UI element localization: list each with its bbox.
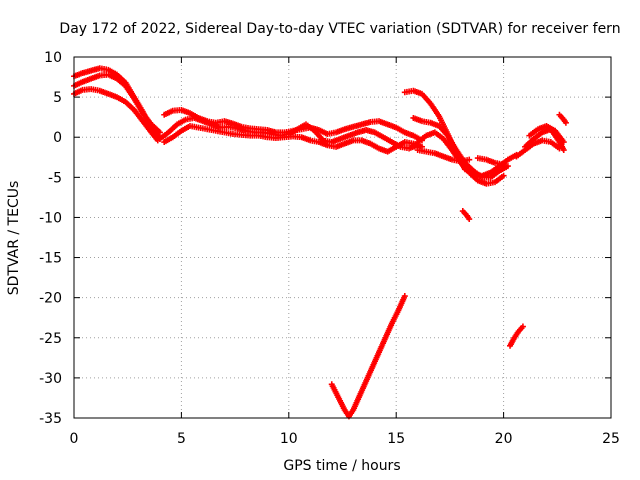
data-points	[71, 65, 569, 420]
y-axis-label: SDTVAR / TECUs	[6, 181, 22, 296]
series-track-m	[328, 293, 408, 420]
series-track-q	[513, 137, 563, 160]
series-track-j	[414, 147, 473, 165]
y-tick-label: -10	[39, 210, 62, 226]
data-point	[500, 172, 507, 179]
data-point	[500, 161, 507, 168]
y-tick-label: -25	[39, 331, 62, 347]
series-track-n	[507, 323, 526, 349]
x-tick-label: 10	[280, 431, 298, 447]
data-point	[156, 129, 163, 136]
series-track-p	[526, 122, 567, 146]
x-axis-ticks: 0 5 10 15 20 25	[70, 57, 620, 447]
y-tick-label: 5	[53, 90, 62, 106]
y-tick-label: 0	[53, 130, 62, 146]
data-point	[519, 323, 526, 330]
series-track-r	[556, 111, 569, 126]
data-point	[560, 147, 567, 154]
series-track-b	[71, 71, 163, 136]
y-tick-label: 10	[44, 50, 62, 66]
data-point	[466, 216, 473, 223]
data-point	[504, 163, 511, 170]
series-track-l	[459, 208, 473, 223]
series-track-f	[161, 122, 425, 155]
y-tick-label: -35	[39, 411, 62, 427]
y-axis-ticks: 10 5 0 -5 -10 -15 -20 -25 -30 -35	[39, 50, 611, 427]
x-tick-label: 5	[177, 431, 186, 447]
y-tick-label: -20	[39, 291, 62, 307]
data-point	[562, 119, 569, 126]
data-point	[556, 145, 563, 152]
grid	[74, 57, 611, 418]
x-axis-label: GPS time / hours	[283, 458, 400, 474]
plot-frame	[73, 56, 612, 419]
series-track-e	[156, 114, 421, 152]
series-track-h	[410, 114, 511, 181]
x-tick-label: 20	[495, 431, 513, 447]
x-tick-label: 25	[602, 431, 620, 447]
data-point	[466, 156, 473, 163]
chart-title: Day 172 of 2022, Sidereal Day-to-day VTE…	[59, 21, 620, 37]
x-tick-label: 0	[70, 431, 79, 447]
x-tick-label: 15	[387, 431, 405, 447]
y-tick-label: -30	[39, 371, 62, 387]
data-point	[401, 293, 408, 300]
y-tick-label: -15	[39, 251, 62, 267]
y-tick-label: -5	[48, 170, 62, 186]
data-point	[560, 139, 567, 146]
series-track-k	[474, 155, 507, 168]
series-track-i	[414, 129, 507, 187]
